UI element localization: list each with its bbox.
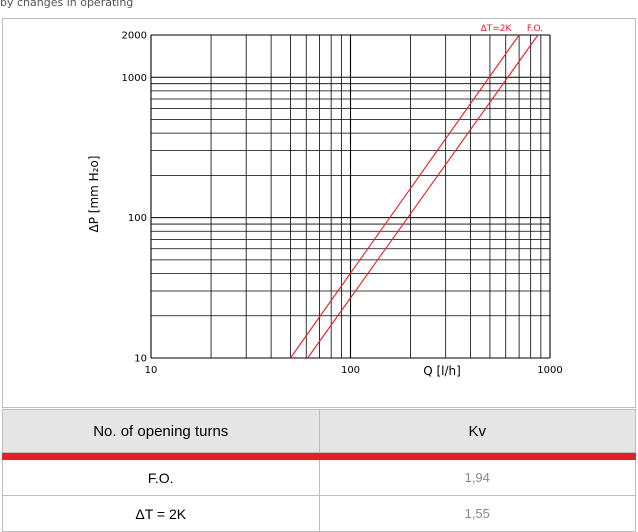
tick-labels: 10 100 1000 10 100 1000 2000: [122, 31, 563, 377]
x-tick-label: 10: [145, 365, 158, 376]
series-line: [307, 34, 539, 359]
header-kv: Kv: [318, 409, 636, 453]
series-label: F.O.: [527, 24, 543, 34]
y-tick-label: 100: [128, 213, 147, 224]
series-lines: [289, 34, 539, 359]
grid: [150, 34, 551, 359]
row-label: ΔT = 2K: [2, 495, 320, 532]
row-value: 1,94: [318, 459, 636, 496]
accent-band: [2, 452, 636, 460]
x-tick-label: 100: [341, 365, 360, 376]
y-axis-label: ΔP [mm H₂o]: [87, 156, 101, 233]
table-row: F.O. 1,94: [2, 459, 636, 496]
pressure-flow-chart: 10 100 1000 10 100 1000 2000 ΔT=2K F.O. Q [l/h]…: [87, 24, 563, 378]
chart-panel: 10 100 1000 10 100 1000 2000 ΔT=2K F.O. Q [l/h]…: [2, 18, 636, 408]
y-tick-label: 1000: [122, 73, 147, 84]
header-opening-turns: No. of opening turns: [2, 409, 320, 453]
x-tick-label: 1000: [537, 365, 562, 376]
x-axis-label: Q [l/h]: [423, 364, 461, 378]
y-tick-label: 10: [134, 354, 147, 365]
kv-table: No. of opening turns Kv F.O. 1,94 ΔT = 2…: [2, 409, 636, 532]
row-value: 1,55: [318, 495, 636, 532]
row-label: F.O.: [2, 459, 320, 496]
series-label: ΔT=2K: [481, 24, 513, 34]
series-labels: ΔT=2K F.O.: [481, 24, 544, 34]
y-tick-label: 2000: [122, 31, 147, 42]
table-row: ΔT = 2K 1,55: [2, 495, 636, 532]
series-line: [289, 34, 520, 359]
top-caption: by changes in operating: [0, 0, 134, 9]
